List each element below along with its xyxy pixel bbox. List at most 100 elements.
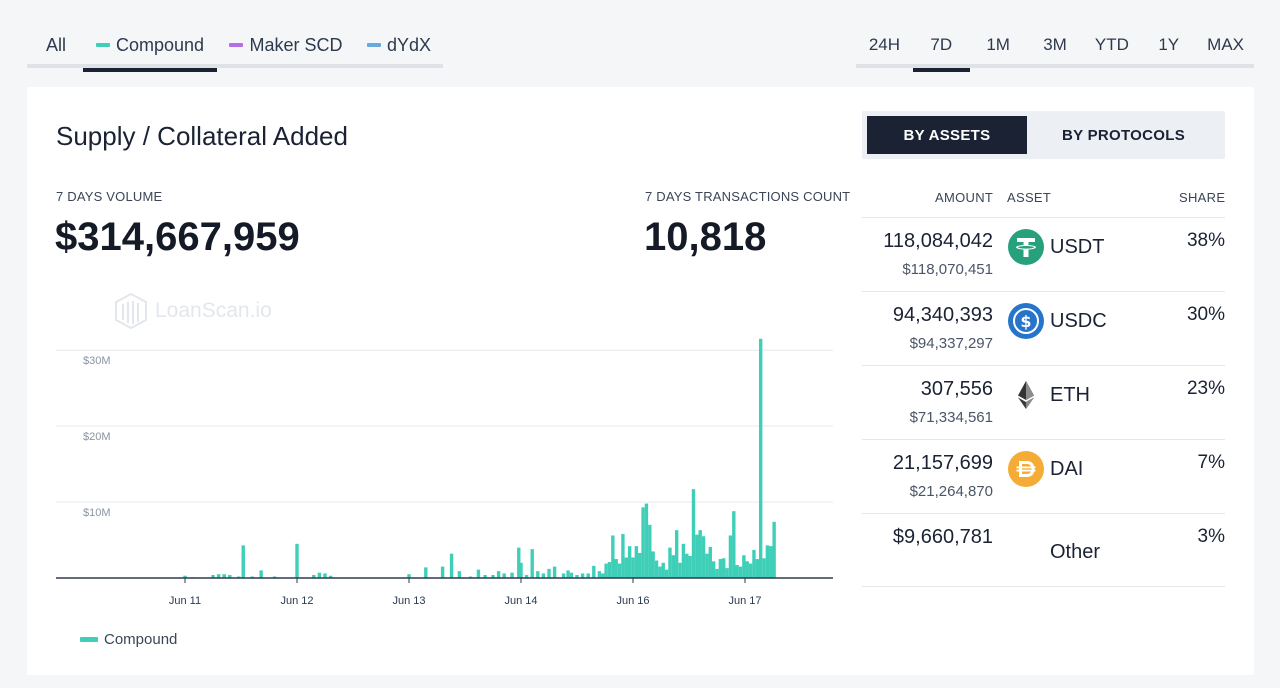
share-header[interactable]: SHARE	[1179, 190, 1226, 205]
asset-usd-value: $71,334,561	[909, 409, 993, 426]
y-tick-label: $20M	[83, 431, 111, 443]
legend-label: Compound	[104, 631, 178, 648]
asset-symbol: DAI	[1050, 458, 1084, 480]
chart-bar	[701, 536, 706, 578]
asset-amount: 21,157,699	[892, 452, 993, 474]
tab-all[interactable]: All	[27, 22, 83, 68]
chart-bar	[496, 571, 501, 578]
by-protocols-button[interactable]: BY PROTOCOLS	[1061, 126, 1186, 144]
asset-row-dai[interactable]: 21,157,699 $21,264,870 DAI 7%	[862, 439, 1225, 513]
chart-bar	[312, 574, 316, 578]
chart-bar	[685, 553, 689, 578]
chart-bar	[491, 574, 495, 578]
x-tick-label: Jun 16	[616, 595, 649, 607]
tab-compound[interactable]: Compound	[83, 22, 217, 72]
supply-card: Supply / Collateral Added 7 DAYS VOLUME …	[27, 87, 1254, 675]
chart-bar	[674, 530, 679, 578]
loanscan-watermark: LoanScan.io	[113, 292, 272, 330]
chart-bar	[715, 568, 719, 578]
chart-bar	[517, 547, 521, 578]
x-axis-ticks: Jun 11 Jun 12 Jun 13 Jun 14 Jun 16 Jun 17	[169, 578, 762, 607]
asset-share: 7%	[1197, 452, 1225, 473]
maker-swatch	[229, 43, 244, 47]
chart-bar	[510, 572, 514, 578]
usdc-icon: $	[1008, 303, 1044, 339]
asset-symbol: ETH	[1050, 384, 1090, 406]
chart-bar	[627, 546, 632, 578]
asset-row-usdc[interactable]: 94,340,393 $94,337,297 $ USDC 30%	[862, 291, 1225, 365]
asset-usd-value: $21,264,870	[909, 483, 993, 500]
chart-bar	[671, 555, 676, 578]
ethereum-icon	[1018, 381, 1034, 409]
tab-1m[interactable]: 1M	[986, 35, 1010, 54]
asset-share: 30%	[1186, 304, 1225, 325]
chart-bar	[604, 563, 608, 578]
x-tick-label: Jun 12	[280, 595, 313, 607]
tab-3m[interactable]: 3M	[1043, 35, 1067, 54]
chart-bar	[228, 574, 232, 578]
chart-bar	[323, 573, 327, 578]
volume-label: 7 DAYS VOLUME	[56, 189, 163, 204]
chart-bar	[611, 535, 615, 578]
tab-ytd[interactable]: YTD	[1094, 35, 1129, 54]
chart-bar	[317, 572, 322, 578]
tether-icon	[1008, 229, 1044, 265]
asset-row-other[interactable]: $9,660,781 Other 3%	[862, 513, 1225, 587]
chart-bar	[536, 571, 540, 578]
chart-bar	[769, 546, 773, 578]
chart-bar	[328, 575, 333, 578]
tx-count-value: 10,818	[644, 215, 767, 259]
chart-bar	[651, 551, 655, 578]
tab-7d[interactable]: 7D	[912, 22, 970, 72]
chart-legend[interactable]: Compound	[80, 631, 177, 648]
chart-bar	[211, 574, 215, 578]
chart-bar	[678, 562, 682, 578]
by-assets-button[interactable]: BY ASSETS	[867, 116, 1027, 154]
asset-header[interactable]: ASSET	[1007, 190, 1052, 205]
volume-value: $314,667,959	[55, 215, 300, 259]
chart-bar	[691, 489, 696, 578]
chart-bar	[617, 563, 622, 578]
chart-bar	[745, 561, 749, 578]
asset-amount: 307,556	[920, 378, 993, 400]
chart-bar	[476, 569, 481, 578]
chart-bar	[711, 561, 716, 578]
chart-bar	[681, 543, 686, 578]
chart-bar	[765, 545, 770, 578]
tab-maker-label: Maker SCD	[249, 34, 343, 55]
chart-bar	[738, 566, 743, 578]
chart-bar	[259, 570, 263, 578]
protocol-tabs: All Compound Maker SCD dYdX	[27, 22, 443, 72]
tab-24h[interactable]: 24H	[868, 35, 901, 54]
chart-bar	[580, 573, 585, 578]
asset-usd-value: $94,337,297	[909, 335, 993, 352]
tab-dydx[interactable]: dYdX	[355, 22, 443, 68]
chart-bar	[552, 566, 557, 578]
chart-bar	[698, 530, 702, 578]
chart-bar	[688, 555, 692, 578]
chart-bar	[519, 562, 523, 578]
chart-bar	[601, 573, 605, 578]
chart-grid	[56, 349, 833, 503]
chart-bar	[457, 571, 462, 578]
asset-row-usdt[interactable]: 118,084,042 $118,070,451 USDT 38%	[862, 217, 1225, 291]
chart-bar	[183, 575, 187, 578]
amount-header[interactable]: AMOUNT	[935, 190, 994, 205]
tab-max[interactable]: MAX	[1207, 35, 1244, 54]
chart-bar	[586, 573, 590, 578]
chart-bar	[440, 566, 445, 578]
card-title: Supply / Collateral Added	[56, 121, 348, 151]
asset-amount: 94,340,393	[892, 304, 993, 326]
dai-icon	[1008, 451, 1044, 487]
chart-bar	[237, 576, 241, 578]
chart-bar	[728, 535, 733, 578]
asset-share: 38%	[1186, 230, 1225, 251]
x-tick-label: Jun 13	[392, 595, 425, 607]
chart-bar	[566, 570, 570, 578]
chart-bar	[624, 557, 628, 578]
chart-bar	[664, 569, 669, 578]
asset-row-eth[interactable]: 307,556 $71,334,561 ETH 23%	[862, 365, 1225, 439]
tab-1y[interactable]: 1Y	[1158, 35, 1180, 54]
chart-bar	[695, 534, 699, 578]
tab-maker-scd[interactable]: Maker SCD	[217, 22, 355, 68]
